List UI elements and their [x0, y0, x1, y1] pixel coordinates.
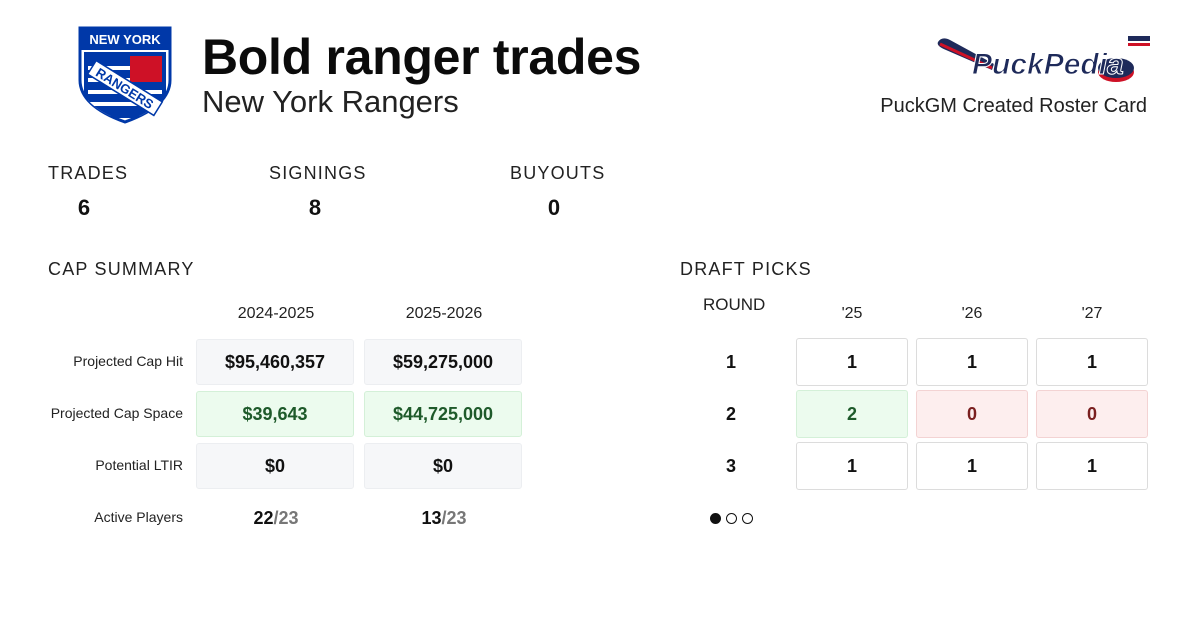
round-1: 1 [725, 352, 736, 372]
cap-space-season-2: $44,725,000 [364, 391, 522, 437]
row-label-cap-hit: Projected Cap Hit [73, 353, 183, 369]
pick-r1-27: 1 [1036, 338, 1148, 386]
rangers-logo: NEW YORK RANGERS [78, 26, 172, 124]
stat-value-trades: 6 [77, 195, 91, 220]
year-header-25: '25 [841, 305, 863, 322]
pick-r2-25: 2 [796, 390, 908, 438]
card-credit: PuckGM Created Roster Card [880, 95, 1147, 117]
active-max: /23 [441, 508, 467, 528]
pager-dot-2[interactable] [726, 513, 737, 524]
pick-r3-26: 1 [916, 442, 1028, 490]
pick-r2-27: 0 [1036, 390, 1148, 438]
ltir-season-1: $0 [196, 443, 354, 489]
stat-label-trades: TRADES [48, 163, 129, 183]
season-header-1: 2024-2025 [237, 305, 315, 322]
row-label-cap-space: Projected Cap Space [50, 405, 183, 421]
pager-dot-3[interactable] [742, 513, 753, 524]
round-2: 2 [725, 404, 736, 424]
pick-r3-25: 1 [796, 442, 908, 490]
active-players-season-1: 22/23 [196, 508, 356, 529]
page-title: Bold ranger trades [202, 29, 642, 85]
pick-r1-26: 1 [916, 338, 1028, 386]
pick-r2-26: 0 [916, 390, 1028, 438]
cap-hit-season-2: $59,275,000 [364, 339, 522, 385]
round-3: 3 [725, 456, 736, 476]
active-max: /23 [273, 508, 299, 528]
puckpedia-logo: PuckPedia [937, 36, 1150, 82]
pick-r3-27: 1 [1036, 442, 1148, 490]
team-name: New York Rangers [202, 84, 459, 119]
cap-space-season-1: $39,643 [196, 391, 354, 437]
logo-text-newyork: NEW YORK [89, 32, 161, 47]
pick-r1-25: 1 [796, 338, 908, 386]
active-count: 13 [421, 508, 442, 528]
row-label-ltir: Potential LTIR [95, 457, 183, 473]
cap-hit-season-1: $95,460,357 [196, 339, 354, 385]
stat-value-signings: 8 [308, 195, 322, 220]
season-header-2: 2025-2026 [405, 305, 483, 322]
active-count: 22 [253, 508, 274, 528]
draft-picks-title: DRAFT PICKS [680, 259, 812, 279]
active-players-season-2: 13/23 [364, 508, 524, 529]
brand-wordmark: PuckPedia [972, 48, 1124, 81]
row-label-active-players: Active Players [94, 509, 183, 525]
stat-label-buyouts: BUYOUTS [510, 163, 606, 183]
stat-label-signings: SIGNINGS [269, 163, 367, 183]
cap-summary-title: CAP SUMMARY [48, 259, 195, 279]
stat-value-buyouts: 0 [547, 195, 561, 220]
pager-dot-1[interactable] [710, 513, 721, 524]
year-header-26: '26 [961, 305, 983, 322]
round-header: ROUND [703, 295, 766, 314]
ltir-season-2: $0 [364, 443, 522, 489]
year-header-27: '27 [1081, 305, 1103, 322]
